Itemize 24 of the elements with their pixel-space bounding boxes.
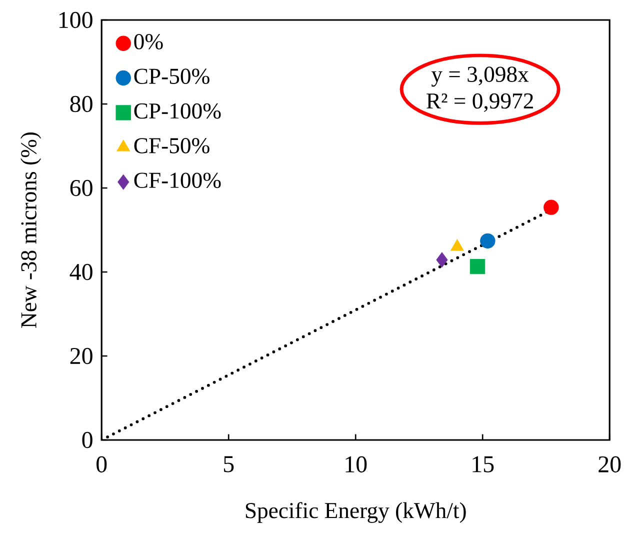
x-tick-label: 10 <box>346 456 367 472</box>
annotation: y = 3,098x <box>431 66 529 87</box>
legend-label: 0% <box>134 34 163 50</box>
y-axis-title: New -38 microns (%) <box>20 132 42 328</box>
x-tick-label: 15 <box>472 456 494 472</box>
x-tick-label: 0 <box>96 456 107 472</box>
point <box>436 252 448 268</box>
legend-label: CP-50% <box>134 68 210 84</box>
point <box>544 200 559 215</box>
legend-label: CF-50% <box>134 138 210 154</box>
y-tick-label: 60 <box>70 180 92 196</box>
y-tick-label: 80 <box>70 96 92 112</box>
y-tick-label: 40 <box>70 264 92 280</box>
annotation: R² = 0,9972 <box>426 93 533 112</box>
x-tick-label: 20 <box>598 456 621 472</box>
y-tick-label: 20 <box>70 348 92 364</box>
legend-label: CF-100% <box>134 172 221 188</box>
y-tick-label: 100 <box>59 12 92 28</box>
y-tick-label: 0 <box>82 432 92 448</box>
point <box>480 233 496 249</box>
x-axis-title: Specific Energy (kWh/t) <box>246 502 466 523</box>
point <box>470 258 486 274</box>
legend-label: CP-100% <box>134 103 221 119</box>
x-tick-label: 5 <box>224 456 234 472</box>
